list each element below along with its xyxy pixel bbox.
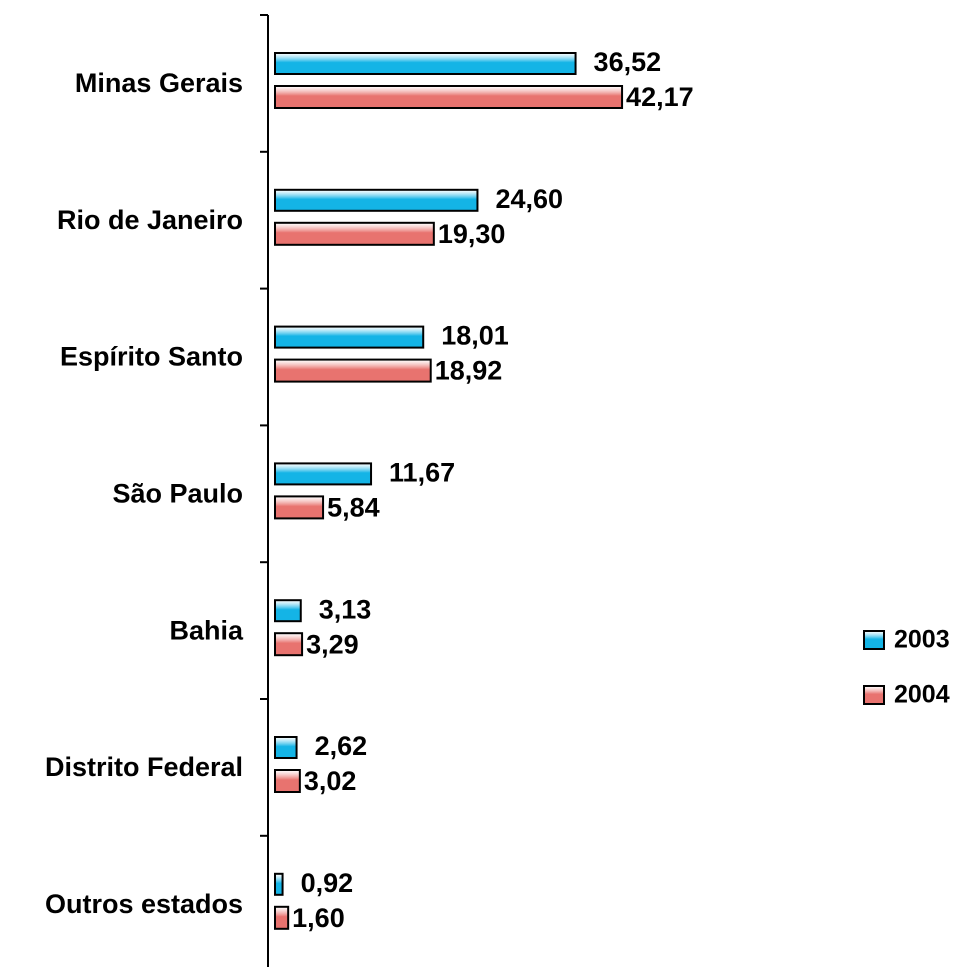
- bar: [274, 736, 298, 759]
- value-label: 24,60: [495, 184, 563, 214]
- legend-label: 2003: [894, 626, 950, 654]
- value-label: 3,13: [319, 594, 372, 624]
- bar: [274, 905, 290, 930]
- category-label: Rio de Janeiro: [57, 205, 243, 235]
- category-label: Outros estados: [45, 889, 243, 919]
- value-label: 2,62: [315, 731, 368, 761]
- bar: [274, 221, 435, 246]
- bar: [274, 599, 302, 623]
- category-label: Distrito Federal: [45, 752, 243, 782]
- bar: [274, 495, 325, 520]
- bar: [274, 188, 479, 212]
- bar: [274, 769, 301, 793]
- value-label: 19,30: [438, 219, 506, 249]
- bar: [274, 85, 624, 109]
- value-label: 18,92: [435, 356, 503, 386]
- legend-label: 2004: [894, 681, 950, 709]
- value-label: 42,17: [626, 82, 694, 112]
- value-label: 5,84: [327, 493, 380, 523]
- value-label: 0,92: [301, 868, 354, 898]
- category-label: Espírito Santo: [60, 342, 243, 372]
- value-label: 36,52: [594, 47, 662, 77]
- bar: [274, 632, 304, 657]
- bar: [274, 52, 577, 75]
- value-label: 1,60: [292, 903, 345, 933]
- legend-swatch: [863, 630, 885, 650]
- legend-swatch: [863, 685, 885, 705]
- category-label: Minas Gerais: [75, 68, 243, 98]
- category-label: São Paulo: [112, 479, 243, 509]
- value-label: 18,01: [441, 321, 509, 351]
- bar: [274, 325, 425, 349]
- value-label: 3,29: [306, 629, 359, 659]
- category-label: Bahia: [169, 615, 244, 645]
- bar: [274, 358, 432, 383]
- bar: [274, 872, 284, 896]
- value-label: 3,02: [304, 766, 357, 796]
- value-label: 11,67: [389, 458, 455, 488]
- bar: [274, 462, 373, 486]
